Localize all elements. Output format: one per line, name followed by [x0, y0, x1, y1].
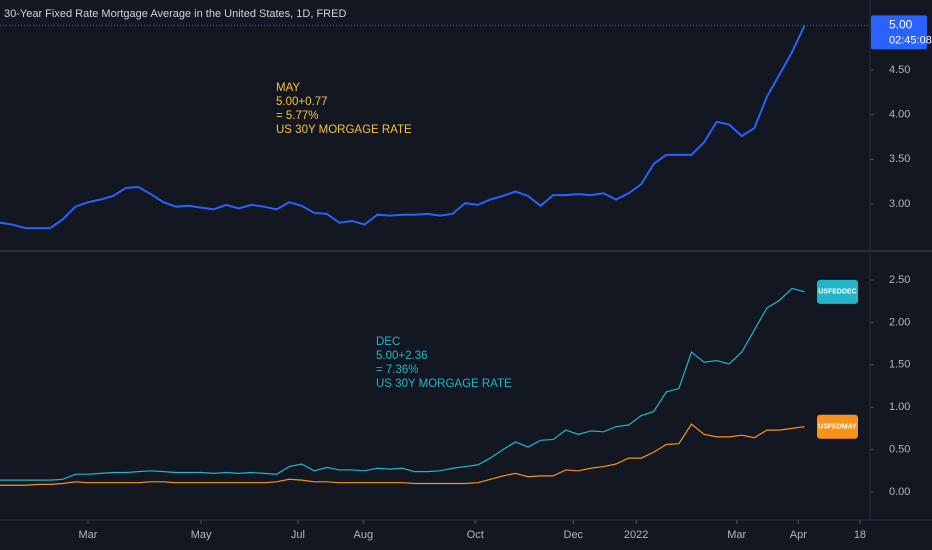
x-tick-label: 18	[854, 529, 866, 541]
annotation: US 30Y MORGAGE RATE	[276, 124, 412, 136]
series-tag-label: USFEDDEC	[818, 289, 857, 296]
series-tag	[817, 414, 858, 439]
annotation: MAY	[276, 82, 300, 94]
series-line	[0, 24, 806, 230]
annotation: 5.00+0.77	[276, 96, 327, 108]
y-tick-label: 3.00	[889, 198, 910, 210]
x-tick-label: Dec	[564, 529, 584, 541]
y-tick-label: 4.50	[889, 64, 910, 76]
chart-title: 30-Year Fixed Rate Mortgage Average in t…	[4, 8, 346, 20]
x-tick-label: Mar	[79, 529, 98, 541]
y-tick-label: 2.50	[889, 274, 910, 286]
annotation: US 30Y MORGAGE RATE	[376, 378, 512, 390]
y-tick-label: 1.00	[889, 401, 910, 413]
y-tick-label: 0.00	[889, 486, 910, 498]
x-tick-label: Apr	[790, 529, 807, 541]
countdown-label: 02:45:08	[889, 34, 932, 46]
x-tick-label: Mar	[727, 529, 746, 541]
y-tick-label: 0.50	[889, 444, 910, 456]
series-line	[0, 287, 805, 481]
series-line	[0, 423, 805, 486]
annotation: = 5.77%	[276, 110, 319, 122]
annotation: = 7.36%	[376, 364, 419, 376]
y-tick-label: 4.00	[889, 109, 910, 121]
series-tag-label: USFEDMAY	[818, 424, 857, 431]
price-tag	[871, 15, 927, 50]
y-tick-label: 3.50	[889, 153, 910, 165]
y-tick-label: 1.50	[889, 359, 910, 371]
y-tick-label: 2.00	[889, 316, 910, 328]
annotation: 5.00+2.36	[376, 350, 427, 362]
x-tick-label: 2022	[624, 529, 648, 541]
x-tick-label: Jul	[291, 529, 305, 541]
x-tick-label: Aug	[354, 529, 374, 541]
series-tag	[817, 279, 858, 304]
x-tick-label: Oct	[467, 529, 484, 541]
price-tag-label: 5.00	[889, 18, 913, 32]
annotation: DEC	[376, 336, 400, 348]
x-tick-label: May	[191, 529, 212, 541]
